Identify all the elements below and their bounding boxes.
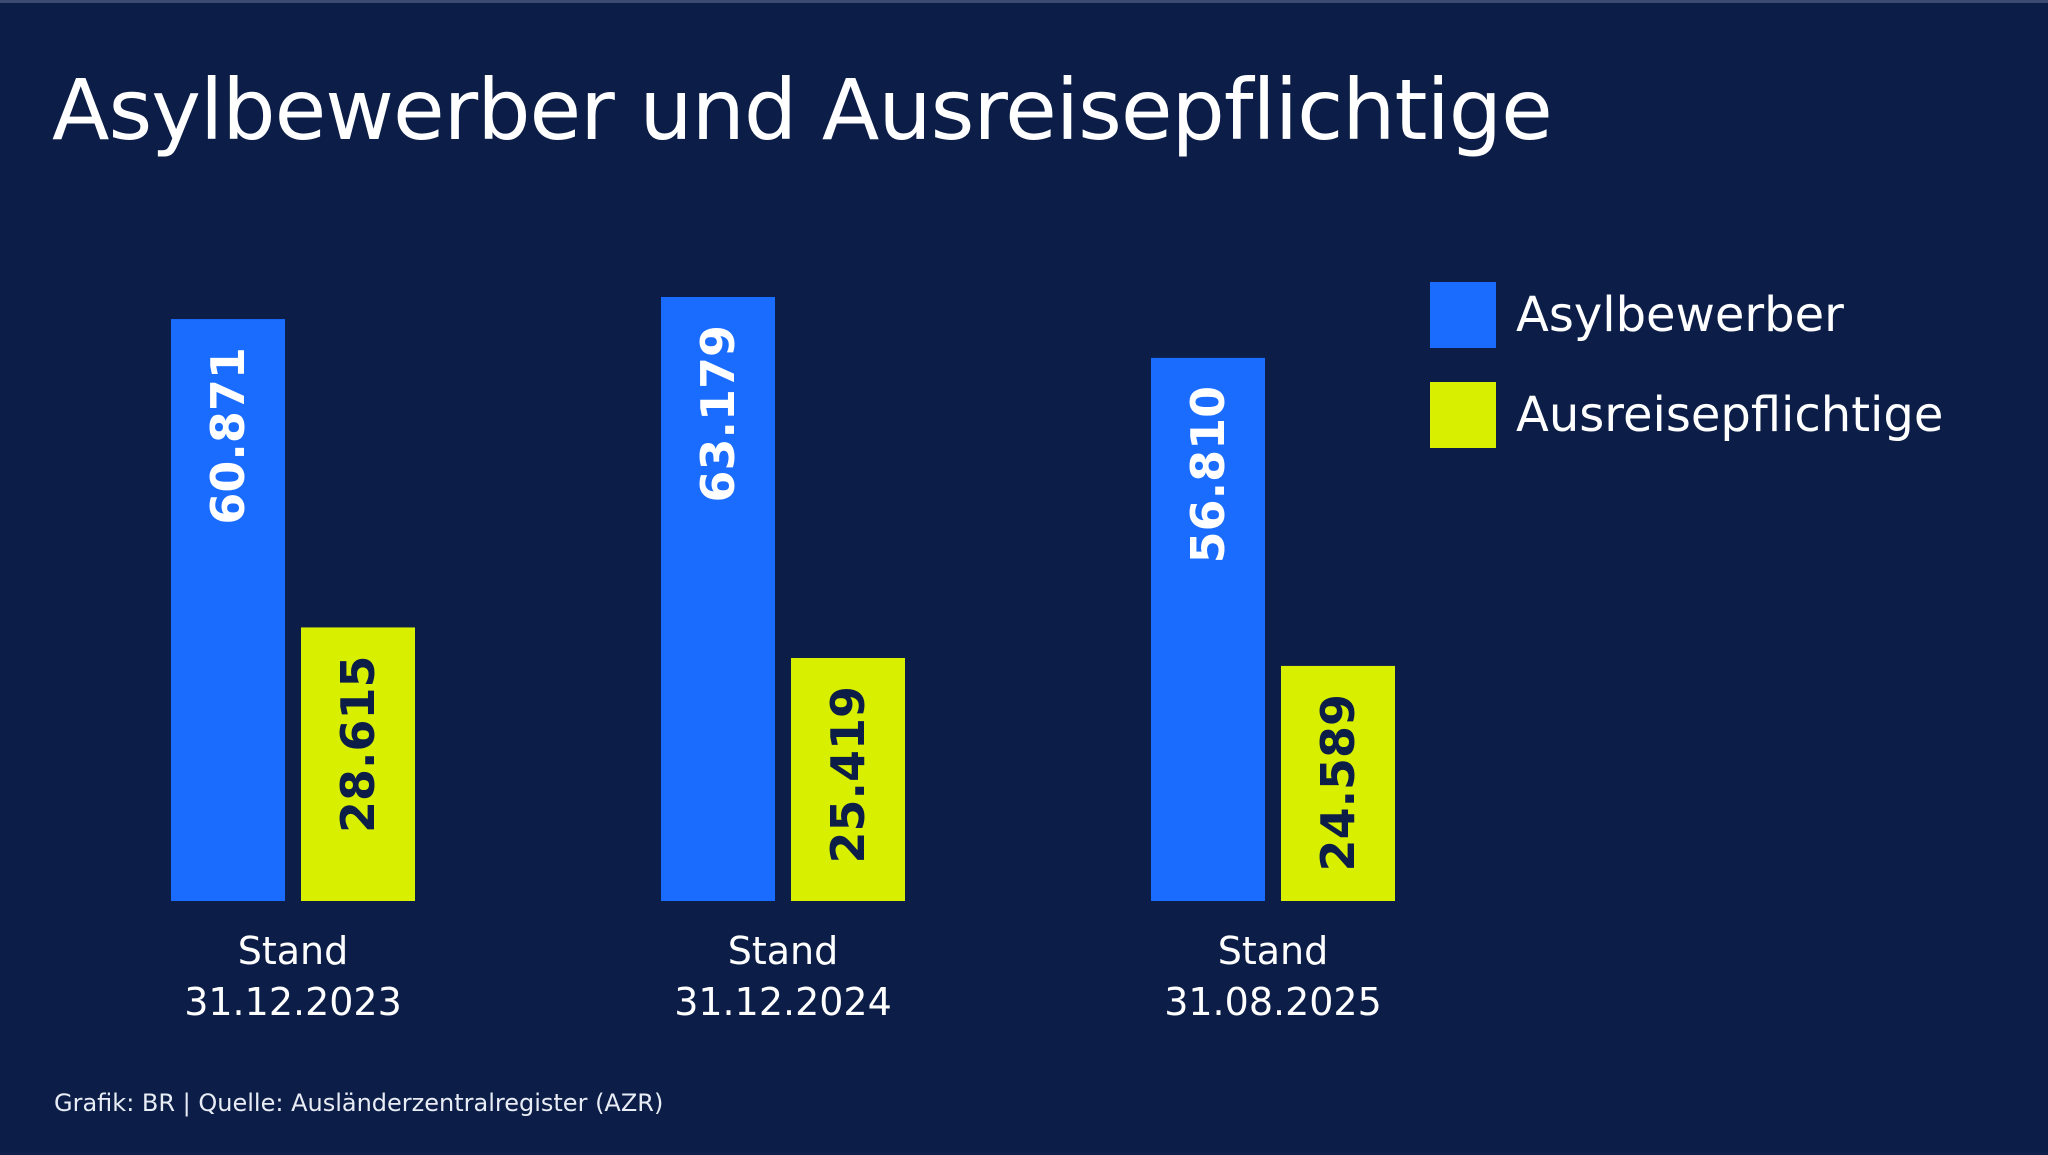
bar-ausreisepflichtige-0 bbox=[301, 627, 415, 901]
source-footer: Grafik: BR | Quelle: Ausländerzentralreg… bbox=[54, 1089, 664, 1117]
bar-value-label-asylbewerber-1: 63.179 bbox=[691, 325, 745, 503]
legend-label-asylbewerber: Asylbewerber bbox=[1516, 287, 1844, 343]
category-label-line2-0: 31.12.2023 bbox=[184, 980, 402, 1024]
legend-label-ausreisepflichtige: Ausreisepflichtige bbox=[1516, 387, 1944, 443]
bar-asylbewerber-1 bbox=[661, 297, 775, 901]
legend-swatch-ausreisepflichtige bbox=[1430, 382, 1496, 448]
bar-value-label-ausreisepflichtige-1: 25.419 bbox=[821, 686, 875, 864]
legend-swatch-asylbewerber bbox=[1430, 282, 1496, 348]
chart-title: Asylbewerber und Ausreisepflichtige bbox=[52, 61, 1553, 159]
legend-item-ausreisepflichtige: Ausreisepflichtige bbox=[1430, 381, 1943, 449]
category-label-line1-2: Stand bbox=[1218, 929, 1329, 973]
bar-value-label-asylbewerber-2: 56.810 bbox=[1181, 386, 1235, 564]
category-label-line1-1: Stand bbox=[728, 929, 839, 973]
bar-chart: 60.871 28.615 Stand 31.12.2023 63.179 25.419 S… bbox=[171, 297, 1395, 1024]
bar-value-label-ausreisepflichtige-2: 24.589 bbox=[1311, 694, 1365, 872]
legend-item-asylbewerber: Asylbewerber bbox=[1430, 281, 1844, 349]
category-label-line2-1: 31.12.2024 bbox=[674, 980, 892, 1024]
bar-ausreisepflichtige-1 bbox=[791, 657, 905, 901]
bar-value-label-asylbewerber-0: 60.871 bbox=[201, 347, 255, 525]
category-label-line2-2: 31.08.2025 bbox=[1164, 980, 1382, 1024]
bar-asylbewerber-0 bbox=[171, 319, 285, 901]
bar-ausreisepflichtige-2 bbox=[1281, 665, 1395, 901]
bar-value-label-ausreisepflichtige-0: 28.615 bbox=[331, 655, 385, 833]
category-label-line1-0: Stand bbox=[238, 929, 349, 973]
bar-asylbewerber-2 bbox=[1151, 357, 1265, 901]
